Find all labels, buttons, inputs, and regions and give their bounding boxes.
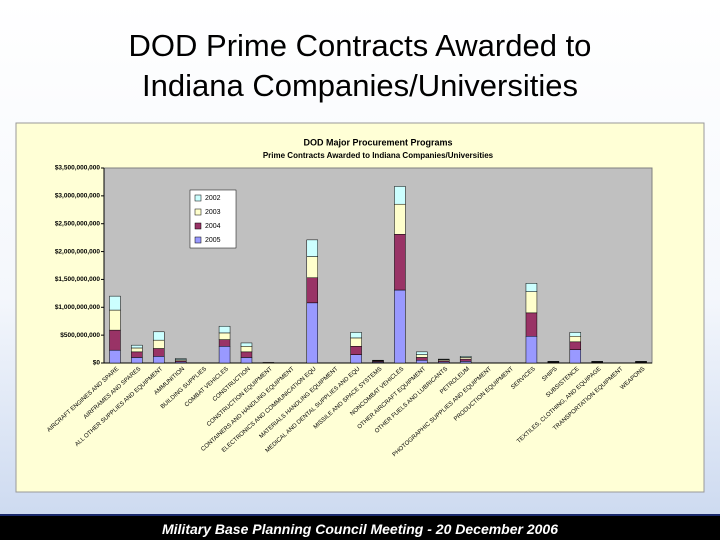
bar-segment [306, 277, 318, 304]
bar-segment [394, 289, 406, 364]
bar-segment [525, 283, 538, 292]
bar-segment [218, 346, 231, 364]
bar-segment [459, 358, 472, 362]
bar-segment [174, 358, 187, 360]
bar-segment [131, 347, 143, 353]
bar-segment [153, 331, 165, 341]
bar-segment [525, 291, 538, 314]
bar-segment [218, 325, 231, 334]
y-tick-label: $2,500,000,000 [55, 220, 101, 227]
y-tick-label: $0 [93, 360, 101, 367]
bar-segment [240, 346, 253, 353]
bar-segment [416, 357, 428, 361]
bar-segment [306, 256, 318, 279]
bar-segment [416, 359, 428, 364]
bar-segment [459, 357, 472, 360]
bar-segment [109, 295, 121, 311]
slide-title: Indiana Companies/Universities [142, 68, 578, 103]
bar-segment [438, 358, 450, 360]
y-tick-label: $1,000,000,000 [55, 304, 101, 311]
bar-segment [240, 342, 253, 347]
bar-segment [416, 351, 428, 355]
legend-label: 2004 [205, 223, 221, 230]
bar-segment [569, 341, 582, 350]
bar-segment [218, 339, 231, 347]
bar-segment [240, 351, 253, 358]
bar-segment [240, 357, 253, 364]
y-tick-label: $3,000,000,000 [55, 193, 101, 200]
bar-segment [109, 329, 121, 351]
legend-label: 2003 [205, 209, 221, 216]
bar-segment [109, 349, 121, 364]
bar-segment [569, 332, 582, 337]
bar-segment [350, 346, 362, 355]
bar-segment [416, 354, 428, 358]
legend-swatch [194, 208, 202, 216]
bar-segment [218, 332, 231, 340]
footer-text: Military Base Planning Council Meeting -… [161, 521, 558, 537]
legend-swatch [194, 194, 202, 202]
bar-segment [153, 356, 165, 364]
bar-segment [569, 349, 582, 364]
bar-segment [394, 234, 406, 291]
bar-segment [131, 344, 143, 349]
chart-title: DOD Major Procurement Programs [303, 137, 452, 147]
bar-segment [525, 312, 538, 337]
legend-swatch [194, 236, 202, 244]
bar-segment [394, 186, 406, 205]
legend-swatch [194, 222, 202, 230]
bar-segment [372, 359, 384, 362]
slide-title: DOD Prime Contracts Awarded to [128, 28, 592, 63]
legend-label: 2005 [205, 237, 221, 244]
bar-segment [306, 239, 318, 257]
legend-label: 2002 [205, 195, 221, 202]
bar-segment [153, 348, 165, 357]
bar-segment [109, 309, 121, 331]
footer: Military Base Planning Council Meeting -… [0, 514, 720, 540]
bar-segment [306, 302, 318, 364]
bar-segment [459, 361, 472, 364]
bar-segment [350, 337, 362, 347]
y-tick-label: $3,500,000,000 [55, 165, 101, 172]
chart-subtitle: Prime Contracts Awarded to Indiana Compa… [263, 151, 494, 160]
y-tick-label: $2,000,000,000 [55, 248, 101, 255]
bar-segment [525, 336, 538, 364]
bar-segment [394, 203, 406, 235]
y-tick-label: $500,000,000 [60, 332, 100, 339]
bar-segment [350, 332, 362, 339]
bar-segment [131, 357, 143, 364]
bar-segment [131, 351, 143, 358]
bar-segment [350, 354, 362, 364]
y-tick-label: $1,500,000,000 [55, 276, 101, 283]
bar-segment [569, 336, 582, 343]
chart: DOD Major Procurement Programs Prime Con… [15, 122, 705, 493]
bar-segment [459, 356, 472, 358]
bar-segment [153, 339, 165, 349]
